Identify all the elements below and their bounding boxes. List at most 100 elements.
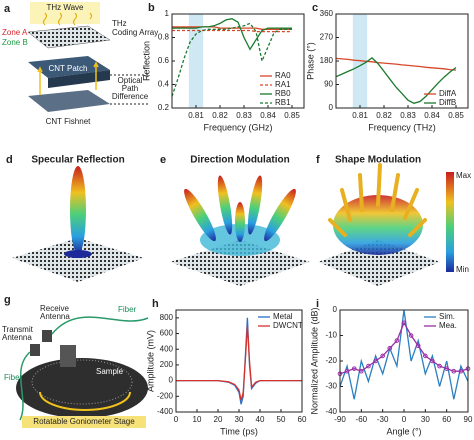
y-tick-label: 0.8	[158, 33, 170, 42]
legend-label: DiffB	[439, 98, 456, 107]
y-tick-label: -30	[325, 382, 337, 391]
series-line	[172, 18, 292, 51]
colorbar-max: Max	[456, 171, 471, 180]
scatter-spikes	[328, 163, 427, 237]
panel-letter: d	[6, 154, 13, 166]
coding-array	[27, 25, 111, 49]
sample	[60, 345, 76, 367]
series-marker	[415, 343, 421, 349]
plot-frame	[335, 13, 469, 109]
x-tick-label: 30	[421, 415, 430, 424]
fishnet-label: CNT Fishnet	[46, 117, 92, 126]
panel-letter: h	[152, 298, 159, 310]
x-tick-label: 10	[193, 415, 202, 424]
series-line	[172, 29, 292, 33]
panel-g: g Receive Antenna Transmit Antenna Fiber…	[2, 294, 149, 428]
y-tick-label: 360	[320, 9, 334, 18]
y-axis-label: Phase (°)	[305, 42, 315, 80]
y-tick-label: -20	[325, 356, 337, 365]
x-tick-label: -60	[356, 415, 368, 424]
series-marker	[423, 353, 428, 359]
fiber-label: Fiber	[4, 373, 23, 382]
stage-label: Rotatable Goniometer Stage	[33, 417, 135, 426]
y-axis-label: Reflection	[141, 41, 151, 81]
chart: i -90 -60 -30 0 30 60 90 -40 -30 -20 -10 0 Angle (°) N…	[309, 298, 473, 436]
series-marker	[458, 368, 464, 374]
x-tick-label: 0.85	[284, 111, 300, 120]
series-marker	[366, 363, 371, 369]
series-line	[335, 57, 457, 71]
transmit-antenna	[30, 344, 40, 356]
ground-plane	[318, 240, 440, 286]
rotation-arrow	[39, 391, 131, 411]
array-label: THz	[112, 19, 127, 28]
fiber-label: Fiber	[118, 305, 137, 314]
array-label: Coding Array	[112, 28, 158, 37]
legend-label: RA1	[275, 80, 291, 89]
opd-label: Difference	[112, 92, 149, 101]
series-line	[335, 57, 457, 104]
x-tick-label: 60	[298, 415, 307, 424]
y-tick-label: 800	[160, 313, 174, 322]
panel-letter: i	[316, 298, 319, 310]
opd-label: Path	[122, 84, 138, 93]
x-tick-label: 90	[464, 415, 473, 424]
series-marker	[387, 345, 393, 351]
legend-label: RB1	[275, 98, 291, 107]
patch-label: CNT Patch	[49, 64, 88, 73]
y-tick-label: 90	[324, 80, 333, 89]
panel-title: Direction Modulation	[190, 155, 289, 166]
panel-e: e Direction Modulation	[160, 154, 310, 286]
x-tick-label: 0.85	[448, 111, 464, 120]
highlight-band	[188, 14, 204, 108]
sample-label: Sample	[96, 367, 124, 376]
y-tick-label: -40	[325, 407, 337, 416]
x-tick-label: 0.82	[212, 111, 228, 120]
stage-label-box	[22, 416, 146, 428]
series-marker	[430, 358, 435, 364]
zone-a-label: Zone A	[2, 28, 28, 37]
side-lobe	[217, 175, 233, 235]
x-tick-label: 0.83	[236, 111, 252, 120]
y-tick-label: 600	[160, 329, 174, 338]
opd-label: Optical	[118, 76, 143, 85]
cnt-patch	[28, 56, 110, 78]
series-line	[176, 325, 302, 401]
series-marker	[351, 366, 357, 371]
legend-label: RB0	[275, 89, 291, 98]
panel-letter: f	[316, 154, 320, 166]
side-lobe	[184, 188, 216, 242]
main-lobe	[70, 166, 86, 254]
y-tick-label: 0	[169, 376, 174, 385]
series-marker	[437, 363, 442, 369]
x-tick-label: 0.83	[400, 111, 416, 120]
plot-frame	[171, 13, 305, 109]
wave-icon	[43, 12, 92, 26]
x-axis-label: Angle (°)	[386, 426, 421, 436]
colorbar-min: Min	[456, 265, 469, 274]
x-tick-label: 30	[235, 415, 244, 424]
series-line	[171, 22, 292, 97]
y-tick-label: 400	[160, 344, 174, 353]
legend-label: DiffA	[439, 89, 457, 98]
chart: b0.81 0.82 0.83 0.84 0.850.20.40.60.81Freque…	[141, 2, 305, 132]
panel-letter: a	[4, 3, 11, 15]
y-tick-label: -400	[157, 407, 174, 416]
receive-antenna	[42, 330, 52, 342]
cnt-fishnet	[28, 90, 110, 112]
ground-plane	[12, 238, 144, 282]
cnt-patch-side	[48, 70, 110, 88]
plot-frame	[339, 309, 469, 413]
colorbar	[446, 172, 454, 272]
zone-b-label: Zone B	[2, 38, 28, 47]
series-marker	[444, 366, 449, 371]
series-marker	[408, 333, 414, 338]
side-lobe	[264, 188, 296, 242]
series-marker	[401, 320, 407, 326]
wave-region	[30, 2, 100, 24]
stage-scale	[31, 359, 133, 405]
path-arrows	[37, 61, 99, 95]
panel-letter: c	[312, 2, 318, 14]
lobe-base	[64, 250, 92, 258]
